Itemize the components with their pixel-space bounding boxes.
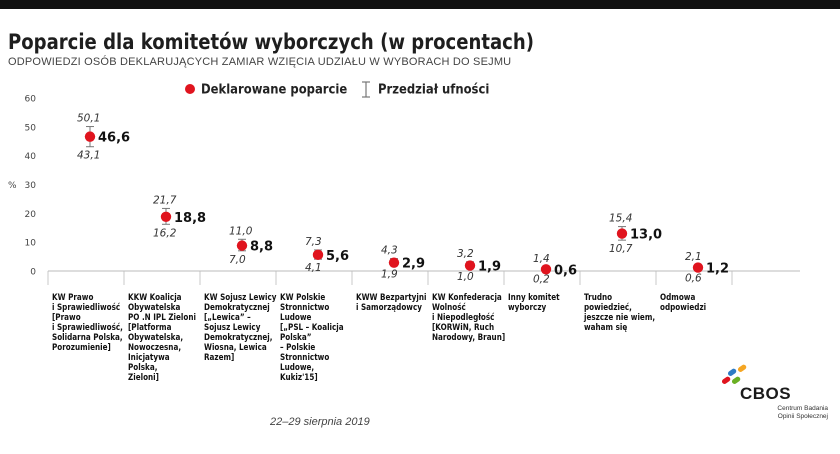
value-label: 0,6 bbox=[554, 263, 577, 278]
upper-bound-label: 21,7 bbox=[153, 194, 177, 206]
upper-bound-label: 4,3 bbox=[381, 245, 398, 257]
lower-bound-label: 0,6 bbox=[685, 272, 702, 284]
survey-date: 22–29 sierpnia 2019 bbox=[270, 416, 370, 428]
upper-bound-label: 50,1 bbox=[77, 113, 100, 125]
y-axis-label: % bbox=[8, 181, 17, 191]
value-label: 2,9 bbox=[402, 257, 425, 272]
upper-bound-label: 15,4 bbox=[609, 213, 632, 225]
chart-subtitle: ODPOWIEDZI OSÓB DEKLARUJĄCYCH ZAMIAR WZI… bbox=[8, 56, 512, 68]
upper-bound-label: 1,4 bbox=[533, 253, 550, 265]
cbos-logo-icon bbox=[721, 364, 747, 384]
y-tick-label: 60 bbox=[25, 95, 37, 105]
lower-bound-label: 0,2 bbox=[533, 273, 550, 285]
value-label: 1,2 bbox=[706, 262, 729, 277]
value-label: 5,6 bbox=[326, 249, 349, 264]
y-tick-label: 50 bbox=[25, 123, 37, 133]
category-label: KW Sojusz Lewicy Demokratycznej [„Lewica… bbox=[204, 293, 277, 363]
category-label: KKW Koalicja Obywatelska PO .N IPL Zielo… bbox=[128, 293, 196, 383]
value-label: 13,0 bbox=[630, 228, 662, 243]
data-point bbox=[236, 240, 248, 251]
value-label: 8,8 bbox=[250, 240, 273, 255]
lower-bound-label: 43,1 bbox=[77, 150, 100, 162]
category-label: Odmowa odpowiedzi bbox=[660, 293, 707, 313]
upper-bound-label: 2,1 bbox=[685, 251, 702, 263]
upper-bound-label: 11,0 bbox=[229, 225, 253, 237]
upper-bound-label: 3,2 bbox=[457, 248, 474, 260]
cbos-logo-subtitle: Centrum Badania Opinii Społecznej bbox=[777, 405, 828, 420]
cbos-logo: CBOS Centrum Badania Opinii Społecznej bbox=[718, 364, 828, 424]
y-tick-label: 0 bbox=[30, 268, 36, 278]
data-point bbox=[388, 257, 400, 268]
data-point bbox=[692, 262, 704, 273]
data-point bbox=[616, 228, 628, 239]
lower-bound-label: 16,2 bbox=[153, 227, 177, 239]
chart-title: Poparcie dla komitetów wyborczych (w pro… bbox=[8, 30, 534, 54]
lower-bound-label: 1,0 bbox=[457, 271, 474, 283]
category-label: Trudno powiedzieć, jeszcze nie wiem, wah… bbox=[584, 293, 656, 333]
y-tick-label: 20 bbox=[25, 210, 37, 220]
data-point bbox=[84, 131, 96, 142]
y-tick-label: 10 bbox=[25, 239, 37, 249]
category-label: KW Prawo i Sprawiedliwość [Prawo i Spraw… bbox=[52, 293, 123, 353]
top-bar bbox=[0, 0, 840, 9]
data-point bbox=[540, 264, 552, 275]
data-point bbox=[312, 249, 324, 261]
category-label: KW Polskie Stronnictwo Ludowe [„PSL – Ko… bbox=[280, 293, 344, 383]
category-label: KW Konfederacja Wolność i Niepodległość … bbox=[432, 293, 506, 343]
upper-bound-label: 7,3 bbox=[305, 236, 322, 248]
y-tick-label: 30 bbox=[25, 181, 37, 191]
value-label: 1,9 bbox=[478, 260, 501, 275]
lower-bound-label: 1,9 bbox=[381, 269, 398, 281]
value-label: 46,6 bbox=[98, 131, 130, 146]
data-point bbox=[464, 260, 476, 271]
lower-bound-label: 10,7 bbox=[609, 243, 633, 255]
y-tick-label: 40 bbox=[25, 152, 37, 162]
lower-bound-label: 4,1 bbox=[305, 262, 322, 274]
value-label: 18,8 bbox=[174, 211, 206, 226]
category-label: KWW Bezpartyjni i Samorządowcy bbox=[356, 293, 427, 313]
cbos-logo-name: CBOS bbox=[740, 384, 792, 403]
lower-bound-label: 7,0 bbox=[229, 254, 246, 266]
legend-marker-dot bbox=[185, 84, 195, 94]
data-point bbox=[160, 211, 172, 222]
legend-label-interval: Przedział ufności bbox=[378, 81, 489, 97]
category-label: Inny komitet wyborczy bbox=[508, 293, 560, 313]
legend-label-support: Deklarowane poparcie bbox=[201, 81, 347, 97]
